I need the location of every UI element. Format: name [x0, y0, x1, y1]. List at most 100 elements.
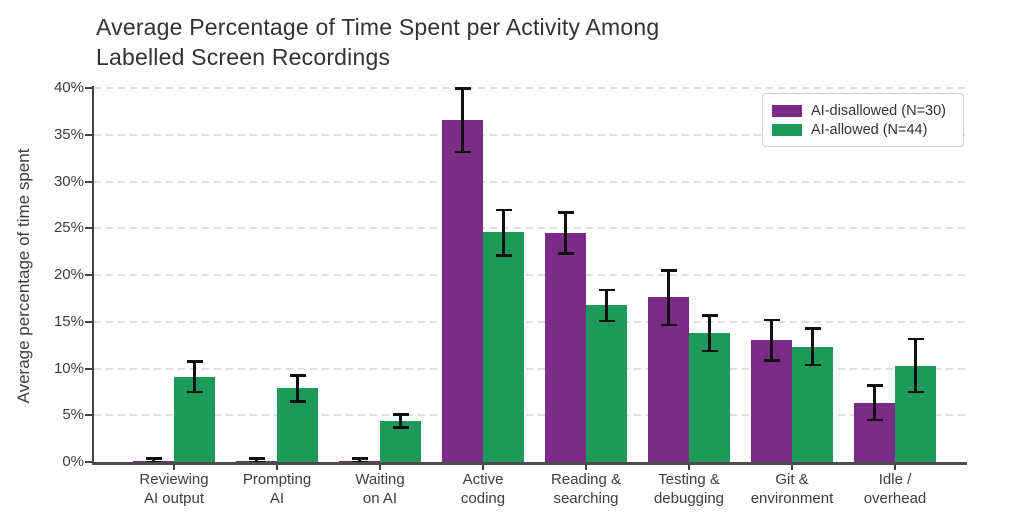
gridline-40pct: [94, 87, 967, 89]
error-bar: [399, 414, 402, 428]
error-bar-cap-top: [866, 384, 883, 387]
error-bar: [358, 458, 361, 462]
error-bar: [564, 212, 567, 254]
error-bar-cap-top: [454, 87, 471, 90]
error-bar-cap-top: [248, 457, 265, 460]
error-bar: [708, 315, 711, 351]
y-tick-5: [85, 414, 92, 417]
error-bar: [502, 209, 505, 256]
legend-swatch-ai-disallowed: [772, 104, 802, 117]
error-bar-cap-bottom: [763, 359, 780, 362]
y-tick-40: [85, 87, 92, 89]
x-tick-label-3: Active coding: [460, 471, 506, 507]
x-tick-0: [173, 464, 175, 470]
y-tick-label-30: 30%: [53, 172, 84, 190]
y-tick-label-5: 5%: [62, 406, 84, 424]
error-bar: [914, 338, 917, 392]
gridline-15pct: [94, 320, 967, 323]
y-tick-label-35: 35%: [53, 125, 84, 143]
error-bar: [461, 88, 464, 152]
bar-allowed-4: [586, 304, 627, 462]
gridline-20pct: [94, 274, 967, 276]
y-tick-30: [85, 180, 92, 183]
y-tick-label-10: 10%: [53, 359, 84, 377]
error-bar-cap-top: [660, 269, 677, 272]
error-bar: [152, 458, 155, 462]
error-bar: [255, 458, 258, 462]
error-bar: [667, 270, 670, 325]
x-tick-1: [276, 464, 278, 470]
error-bar-cap-top: [598, 288, 615, 292]
error-bar-cap-bottom: [557, 252, 574, 255]
error-bar-cap-bottom: [495, 254, 512, 257]
bar-disallowed-4: [545, 232, 586, 462]
y-tick-0: [85, 461, 92, 463]
x-tick-4: [585, 464, 587, 470]
gridline-35pct: [94, 133, 967, 136]
legend-label-ai-disallowed: AI-disallowed (N=30): [811, 102, 946, 119]
bar-allowed-3: [483, 231, 524, 462]
error-bar-cap-top: [392, 413, 409, 416]
error-bar-cap-top: [907, 337, 924, 341]
legend-swatch-ai-allowed: [772, 123, 802, 136]
x-tick-3: [482, 464, 484, 470]
y-tick-10: [85, 367, 92, 370]
error-bar-cap-bottom: [454, 150, 471, 154]
chart-title-line1: Average Percentage of Time Spent per Act…: [96, 14, 660, 40]
x-tick-label-4: Reading & searching: [550, 471, 622, 507]
gridline-10pct: [94, 367, 967, 370]
y-tick-20: [85, 274, 92, 276]
error-bar: [605, 289, 608, 321]
y-axis-line: [92, 86, 94, 462]
gridline-25pct: [94, 227, 967, 230]
y-tick-label-0: 0%: [62, 453, 84, 470]
x-tick-5: [688, 464, 690, 470]
error-bar-cap-top: [495, 208, 512, 212]
y-tick-label-15: 15%: [53, 312, 84, 330]
error-bar-cap-top: [763, 318, 780, 322]
y-tick-label-40: 40%: [53, 79, 84, 96]
x-tick-7: [894, 464, 896, 470]
legend-label-ai-allowed: AI-allowed (N=44): [811, 121, 928, 138]
legend-item-ai-disallowed: AI-disallowed (N=30): [772, 101, 953, 120]
x-tick-6: [791, 464, 793, 470]
error-bar: [193, 361, 196, 392]
x-tick-label-2: Waiting on AI: [355, 471, 405, 507]
chart-title: Average Percentage of Time Spent per Act…: [96, 12, 659, 72]
error-bar: [873, 385, 876, 420]
x-tick-label-5: Testing & debugging: [653, 471, 725, 507]
y-tick-25: [85, 227, 92, 230]
x-axis-line: [92, 462, 967, 465]
error-bar: [811, 328, 814, 365]
y-tick-label-25: 25%: [53, 219, 84, 237]
x-tick-2: [379, 464, 381, 470]
x-tick-label-0: Reviewing AI output: [139, 471, 209, 507]
x-tick-label-1: Prompting AI: [242, 471, 312, 507]
gridline-5pct: [94, 414, 967, 417]
error-bar-cap-bottom: [186, 390, 203, 394]
error-bar-cap-top: [701, 314, 718, 317]
legend-item-ai-allowed: AI-allowed (N=44): [772, 120, 953, 139]
y-tick-15: [85, 320, 92, 323]
error-bar-cap-bottom: [701, 349, 718, 353]
error-bar: [770, 319, 773, 361]
error-bar-cap-bottom: [392, 426, 409, 429]
gridline-30pct: [94, 180, 967, 183]
error-bar: [296, 375, 299, 402]
x-tick-label-7: Idle / overhead: [863, 471, 927, 507]
error-bar-cap-bottom: [907, 390, 924, 394]
error-bar-cap-top: [804, 327, 821, 330]
error-bar-cap-bottom: [660, 323, 677, 327]
error-bar-cap-top: [145, 457, 162, 460]
error-bar-cap-top: [289, 374, 306, 377]
error-bar-cap-top: [351, 457, 368, 460]
legend: AI-disallowed (N=30) AI-allowed (N=44): [762, 93, 964, 147]
chart-title-line2: Labelled Screen Recordings: [96, 44, 391, 70]
error-bar-cap-top: [557, 211, 574, 214]
bar-disallowed-3: [442, 119, 483, 462]
error-bar-cap-top: [186, 360, 203, 363]
bar-allowed-5: [689, 332, 730, 462]
y-tick-35: [85, 133, 92, 136]
y-tick-label-20: 20%: [53, 266, 84, 283]
